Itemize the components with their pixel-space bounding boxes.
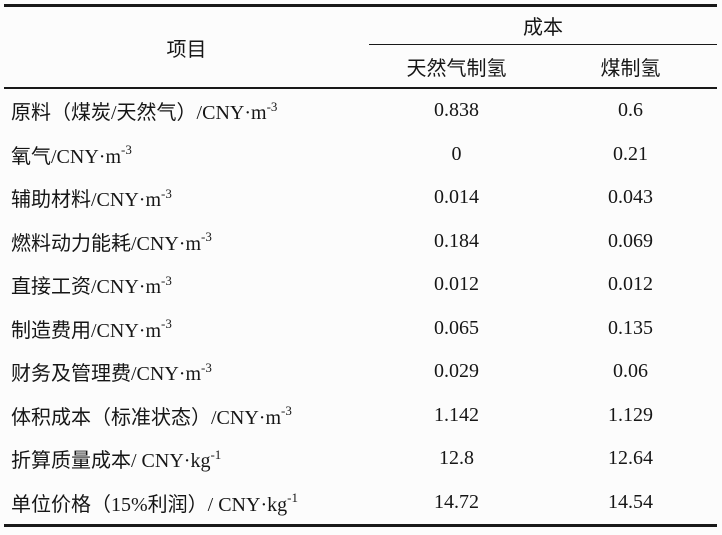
row-label: 制造费用/CNY·m-3 [4, 307, 369, 351]
hydrogen-cost-table: 项目 成本 天然气制氢 煤制氢 原料（煤炭/天然气）/CNY·m-3 0.838… [4, 4, 717, 527]
unit-exponent: -3 [201, 359, 212, 375]
table-header: 项目 成本 天然气制氢 煤制氢 [4, 5, 717, 89]
cell-gas-value: 0.012 [434, 273, 479, 296]
table-row-raw-material: 原料（煤炭/天然气）/CNY·m-3 0.838 0.6 [4, 88, 717, 133]
header-cost-group: 成本 [369, 5, 717, 45]
table-row-oxygen: 氧气/CNY·m-3 0 0.21 [4, 133, 717, 177]
row-label: 直接工资/CNY·m-3 [4, 263, 369, 307]
row-label-text: 制造费用/CNY·m [11, 319, 161, 342]
table-row-fuel-power: 燃料动力能耗/CNY·m-3 0.184 0.069 [4, 220, 717, 264]
cell-gas-value: 0.014 [434, 186, 479, 209]
cell-gas-value: 0.838 [434, 99, 479, 122]
unit-exponent: -3 [201, 229, 212, 245]
cell-gas-value: 12.8 [439, 447, 474, 470]
row-label: 氧气/CNY·m-3 [4, 133, 369, 177]
row-label: 体积成本（标准状态）/CNY·m-3 [4, 394, 369, 438]
cell-gas-value: 0.029 [434, 360, 479, 383]
row-label-text: 体积成本（标准状态）/CNY·m [11, 406, 281, 429]
cell-coal-value: 0.043 [608, 186, 653, 209]
header-row-group: 项目 成本 [4, 5, 717, 89]
cell-gas-value: 1.142 [434, 403, 479, 426]
table-row-mass-cost: 折算质量成本/ CNY·kg-1 12.8 12.64 [4, 437, 717, 481]
row-label-text: 直接工资/CNY·m [11, 276, 161, 299]
cell-coal-value: 14.54 [608, 490, 653, 513]
row-label: 财务及管理费/CNY·m-3 [4, 350, 369, 394]
unit-exponent: -3 [266, 98, 278, 114]
cell-gas-value: 0 [451, 142, 462, 165]
cell-coal-value: 0.21 [613, 142, 648, 165]
table-row-volume-cost: 体积成本（标准状态）/CNY·m-3 1.142 1.129 [4, 394, 717, 438]
unit-exponent: -3 [121, 142, 132, 158]
cell-coal-value: 12.64 [608, 447, 653, 470]
unit-exponent: -3 [161, 272, 172, 288]
cell-coal-value: 0.012 [608, 273, 653, 296]
unit-exponent: -1 [287, 490, 298, 506]
row-label-text: 财务及管理费/CNY·m [11, 363, 201, 386]
cell-gas-value: 14.72 [434, 490, 479, 513]
unit-exponent: -3 [161, 316, 172, 332]
cell-coal-value: 0.135 [608, 316, 653, 339]
table-row-unit-price: 单位价格（15%利润）/ CNY·kg-1 14.72 14.54 [4, 481, 717, 526]
cell-coal-value: 0.6 [618, 99, 643, 122]
table-row-direct-wages: 直接工资/CNY·m-3 0.012 0.012 [4, 263, 717, 307]
table-body: 原料（煤炭/天然气）/CNY·m-3 0.838 0.6 氧气/CNY·m-3 … [4, 88, 717, 526]
header-col-coal: 煤制氢 [544, 44, 717, 89]
row-label-text: 单位价格（15%利润）/ CNY·kg [11, 493, 288, 516]
unit-exponent: -3 [281, 403, 292, 419]
unit-exponent: -1 [210, 446, 222, 462]
header-item: 项目 [4, 5, 369, 89]
header-col-natural-gas: 天然气制氢 [369, 44, 544, 89]
header-row-sub: 天然气制氢 煤制氢 [4, 44, 717, 89]
row-label: 辅助材料/CNY·m-3 [4, 176, 369, 220]
unit-exponent: -3 [161, 185, 172, 201]
cell-gas-value: 0.065 [434, 316, 479, 339]
row-label-text: 原料（煤炭/天然气）/CNY·m [11, 102, 267, 125]
row-label: 单位价格（15%利润）/ CNY·kg-1 [4, 481, 369, 526]
cell-gas-value: 0.184 [434, 229, 479, 252]
row-label-text: 氧气/CNY·m [11, 145, 121, 168]
cell-coal-value: 1.129 [608, 403, 653, 426]
row-label-text: 燃料动力能耗/CNY·m [11, 232, 201, 255]
row-label-text: 辅助材料/CNY·m [11, 189, 161, 212]
table-row-auxiliary-materials: 辅助材料/CNY·m-3 0.014 0.043 [4, 176, 717, 220]
cell-coal-value: 0.069 [608, 229, 653, 252]
row-label-text: 折算质量成本/ CNY·kg [11, 450, 211, 473]
row-label: 折算质量成本/ CNY·kg-1 [4, 437, 369, 481]
cell-coal-value: 0.06 [613, 360, 648, 383]
table-row-manufacturing-cost: 制造费用/CNY·m-3 0.065 0.135 [4, 307, 717, 351]
table-row-finance-admin: 财务及管理费/CNY·m-3 0.029 0.06 [4, 350, 717, 394]
row-label: 燃料动力能耗/CNY·m-3 [4, 220, 369, 264]
row-label: 原料（煤炭/天然气）/CNY·m-3 [4, 88, 369, 133]
